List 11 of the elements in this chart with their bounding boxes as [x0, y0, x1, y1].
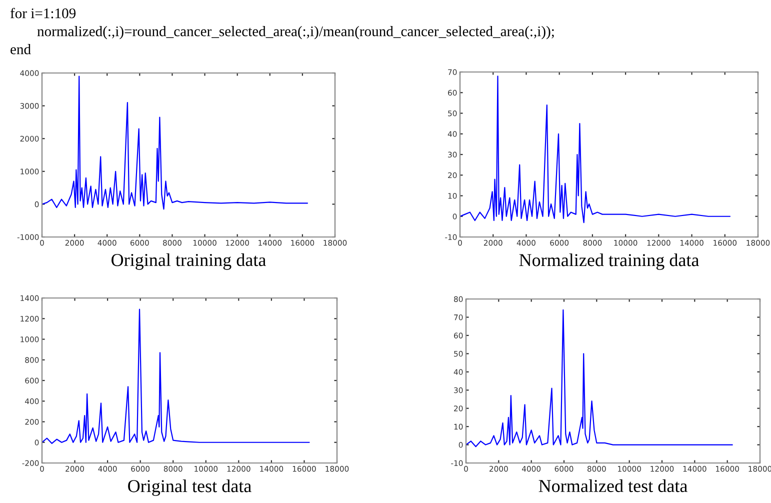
text: end: [10, 44, 31, 54]
line-series: [460, 76, 730, 224]
text: normalized(:,i)=round_cancer_selected_area(:,i)/mean(round_cancer_selected_area(:,i));: [37, 26, 554, 40]
text: Normalized test data: [538, 479, 688, 492]
text: for i=1:109: [10, 8, 76, 18]
text: Original test data: [128, 480, 252, 496]
line-series: [42, 76, 308, 210]
line-series: [42, 308, 310, 444]
text: Normalized training data: [519, 254, 699, 270]
text: Original training data: [112, 253, 266, 270]
line-series: [466, 309, 733, 448]
